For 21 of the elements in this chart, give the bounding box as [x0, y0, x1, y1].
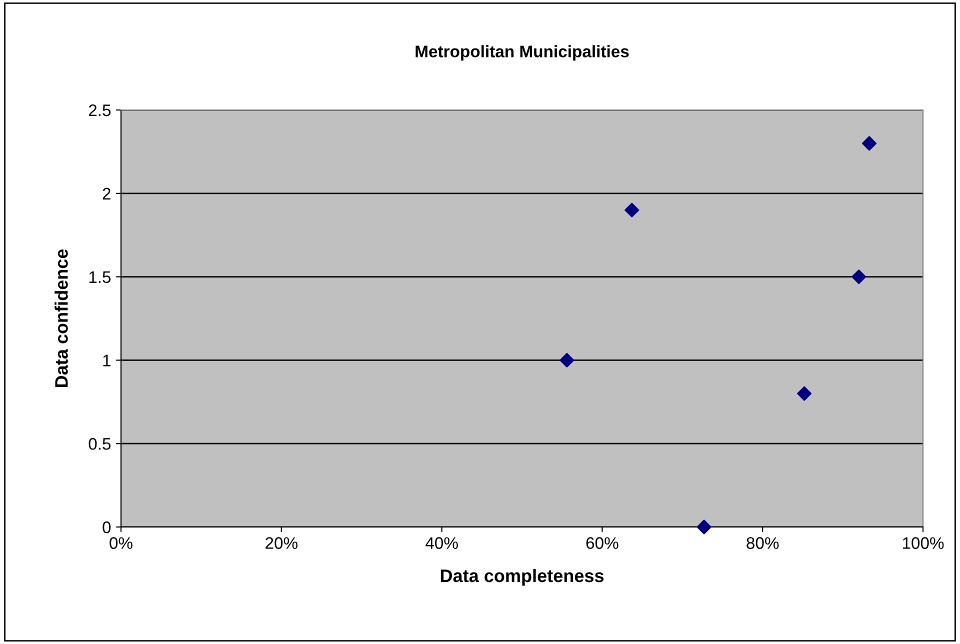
- point: [797, 386, 812, 401]
- x-tick-label: 40%: [426, 537, 458, 549]
- point: [560, 352, 574, 368]
- point: [696, 520, 712, 534]
- y-axis-title: Data confidence: [54, 249, 68, 388]
- point: [862, 136, 877, 151]
- y-tick-label: 1: [103, 354, 110, 366]
- x-tick-label: 20%: [266, 537, 298, 549]
- y-tick-label: 2: [102, 188, 110, 200]
- y-tick-label: 2.5: [88, 104, 111, 116]
- point: [624, 202, 640, 218]
- x-tick-label: 100%: [902, 537, 944, 549]
- y-tick-label: 1.5: [89, 271, 111, 284]
- chart-title: Metropolitan Municipalities: [416, 45, 629, 61]
- x-axis-title: Data completeness: [440, 568, 604, 586]
- x-tick-label: 0%: [110, 537, 132, 549]
- y-tick-label: 0.5: [88, 438, 111, 450]
- point: [852, 270, 866, 284]
- x-tick-label: 60%: [586, 537, 618, 549]
- y-tick-label: 0: [102, 521, 111, 534]
- x-tick-label: 80%: [746, 537, 779, 549]
